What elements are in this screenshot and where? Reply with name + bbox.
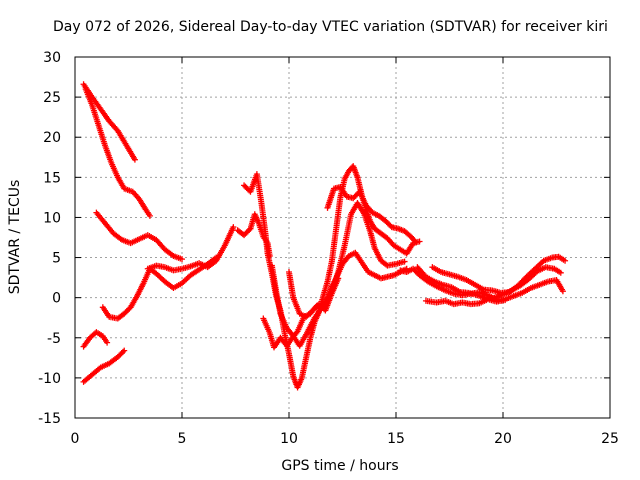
data-point (411, 237, 418, 244)
x-tick-label: 20 (494, 431, 512, 447)
y-tick-label: -10 (38, 371, 61, 387)
data-point (121, 347, 128, 354)
data-point (104, 339, 111, 346)
x-tick-label: 10 (280, 431, 298, 447)
series-s13 (324, 183, 419, 245)
data-point (266, 252, 273, 259)
series-s5 (144, 224, 237, 274)
series-s16 (429, 253, 569, 296)
data-point (246, 226, 253, 233)
series-s7 (80, 347, 128, 385)
x-axis-label: GPS time / hours (281, 458, 398, 474)
axis-ticks: 0 5 10 15 20 25 -15 -10 -5 0 5 10 15 20 25 30 (38, 50, 619, 447)
y-tick-label: -15 (38, 411, 61, 427)
data-point (557, 269, 564, 276)
y-tick-label: 10 (43, 210, 61, 226)
plot-frame (74, 56, 611, 419)
y-tick-label: 15 (43, 170, 61, 186)
series-s17 (422, 296, 509, 308)
x-tick-label: 25 (601, 431, 619, 447)
data-point (230, 224, 237, 231)
series-s12 (286, 268, 342, 320)
y-tick-label: 5 (52, 251, 61, 267)
chart-title: Day 072 of 2026, Sidereal Day-to-day VTE… (53, 19, 608, 35)
data-point (179, 256, 185, 263)
y-tick-label: 20 (43, 130, 61, 146)
data-point (146, 212, 153, 219)
data-point (131, 156, 138, 163)
data-point (293, 329, 300, 336)
data-point (335, 275, 342, 282)
series-s6 (80, 329, 111, 350)
series-s3 (93, 209, 185, 263)
x-tick-label: 15 (387, 431, 405, 447)
y-tick-label: -5 (47, 331, 61, 347)
data-markers (80, 81, 569, 391)
data-point (502, 297, 509, 304)
x-tick-label: 5 (178, 431, 187, 447)
y-tick-label: 25 (43, 90, 61, 106)
series-s2 (82, 86, 153, 219)
x-tick-label: 0 (71, 431, 80, 447)
y-axis-label: SDTVAR / TECUs (7, 180, 23, 295)
data-point (559, 288, 566, 295)
y-tick-label: 30 (43, 50, 61, 66)
data-point (119, 348, 126, 355)
series-s1 (80, 81, 138, 163)
data-point (401, 258, 408, 265)
y-tick-label: 0 (52, 291, 61, 307)
data-point (562, 257, 569, 264)
grid (75, 57, 610, 418)
series-s9 (234, 211, 273, 259)
data-point (412, 238, 419, 245)
